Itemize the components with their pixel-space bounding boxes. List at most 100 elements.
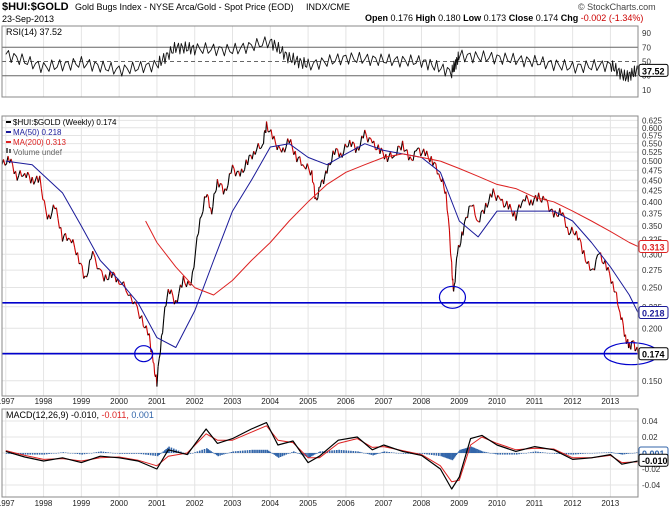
macd-histogram-bar xyxy=(635,452,638,453)
chart-exchange: INDX/CME xyxy=(306,2,351,12)
price-segment xyxy=(515,210,518,221)
macd-histogram-bar xyxy=(423,453,426,455)
macd-histogram-bar xyxy=(375,453,377,455)
macd-histogram-bar xyxy=(504,453,506,455)
price-segment xyxy=(40,188,44,200)
rsi-tick-label: 10 xyxy=(642,86,651,95)
price-segment xyxy=(156,366,159,387)
price-segment xyxy=(335,147,338,150)
price-segment xyxy=(239,168,243,177)
price-segment xyxy=(385,153,388,162)
price-segment xyxy=(547,202,550,212)
macd-title-name: MACD(12,26,9) -0.010, xyxy=(6,410,102,420)
price-segment xyxy=(92,250,96,258)
price-segment xyxy=(578,237,582,243)
macd-histogram-bar xyxy=(283,453,286,456)
price-segment xyxy=(593,259,597,271)
price-segment xyxy=(554,210,558,216)
price-segment xyxy=(367,137,370,143)
macd-histogram-bar xyxy=(472,447,474,453)
macd-current-label-box xyxy=(638,453,669,467)
macd-histogram-bar xyxy=(441,453,444,457)
x-tick-label-middle: 2004 xyxy=(261,397,279,406)
price-segment xyxy=(359,135,363,146)
price-segment xyxy=(368,137,372,140)
chg-label: Chg xyxy=(560,13,579,23)
macd-histogram-bar xyxy=(296,453,299,454)
macd-histogram-bar xyxy=(208,450,211,453)
macd-histogram-bar xyxy=(90,453,93,454)
x-tick-label-bottom: 2003 xyxy=(224,499,242,508)
macd-histogram-bar xyxy=(513,453,516,455)
macd-histogram-bar xyxy=(633,452,636,454)
macd-histogram-bar xyxy=(395,452,398,454)
price-segment xyxy=(251,151,255,160)
x-tick-label-bottom: 2010 xyxy=(488,499,506,508)
macd-histogram-bar xyxy=(291,452,293,453)
macd-histogram-bar xyxy=(428,453,431,455)
price-segment xyxy=(568,232,571,236)
macd-histogram-bar xyxy=(520,453,523,454)
price-segment xyxy=(306,163,310,170)
macd-histogram-bar xyxy=(460,449,463,453)
copyright-notice[interactable]: © StockCharts.com xyxy=(578,2,656,12)
macd-histogram-bar xyxy=(196,451,199,453)
price-segment xyxy=(191,267,195,273)
price-segment xyxy=(312,182,315,186)
macd-histogram-bar xyxy=(393,452,395,454)
macd-histogram-bar xyxy=(450,453,452,460)
price-segment xyxy=(575,230,579,241)
macd-histogram-bar xyxy=(41,453,43,455)
ma50-line xyxy=(5,143,639,348)
macd-histogram-bar xyxy=(158,453,160,455)
macd-histogram-bar xyxy=(272,453,274,454)
macd-histogram-bar xyxy=(107,452,109,453)
price-current-label-box xyxy=(638,306,669,320)
price-segment xyxy=(39,175,42,189)
macd-histogram-bar xyxy=(523,453,525,454)
price-segment xyxy=(152,362,155,364)
macd-histogram-bar xyxy=(315,453,317,454)
price-segment xyxy=(395,145,399,156)
price-segment xyxy=(430,156,434,166)
macd-histogram-bar xyxy=(448,453,451,460)
macd-histogram-bar xyxy=(530,452,532,453)
price-segment xyxy=(453,282,456,285)
price-segment xyxy=(479,211,482,223)
price-segment xyxy=(262,132,265,144)
price-segment xyxy=(509,203,512,211)
price-segment xyxy=(443,186,446,194)
macd-histogram-bar xyxy=(586,453,589,454)
x-tick-label-middle: 2008 xyxy=(412,397,430,406)
price-segment xyxy=(193,251,197,268)
macd-histogram-bar xyxy=(549,453,551,454)
ma200-line xyxy=(145,153,639,296)
price-segment xyxy=(432,161,435,166)
macd-histogram-bar xyxy=(126,453,128,454)
macd-histogram-bar xyxy=(31,453,34,455)
macd-histogram-bar xyxy=(463,448,466,453)
macd-histogram-bar xyxy=(97,451,100,453)
x-tick-label-bottom: 1998 xyxy=(35,499,53,508)
macd-histogram-bar xyxy=(616,453,618,454)
price-segment xyxy=(235,171,238,177)
price-segment xyxy=(497,194,500,198)
macd-histogram-bar xyxy=(48,453,50,454)
macd-histogram-bar xyxy=(104,452,107,453)
macd-histogram-bar xyxy=(613,452,615,454)
macd-histogram-bar xyxy=(64,452,67,453)
macd-histogram-bar xyxy=(407,453,409,454)
macd-histogram-bar xyxy=(455,453,458,455)
open-value: 0.176 xyxy=(390,13,414,23)
macd-histogram-bar xyxy=(497,453,499,455)
macd-histogram-bar xyxy=(321,451,324,453)
x-tick-label-bottom: 1997 xyxy=(0,499,15,508)
macd-histogram-bar xyxy=(8,453,10,454)
price-segment xyxy=(265,121,269,132)
macd-histogram-bar xyxy=(600,452,603,454)
price-segment xyxy=(4,163,7,166)
macd-histogram-bar xyxy=(258,449,261,453)
macd-histogram-bar xyxy=(156,453,159,457)
macd-histogram-bar xyxy=(378,453,380,454)
x-tick-label-bottom: 2006 xyxy=(337,499,355,508)
